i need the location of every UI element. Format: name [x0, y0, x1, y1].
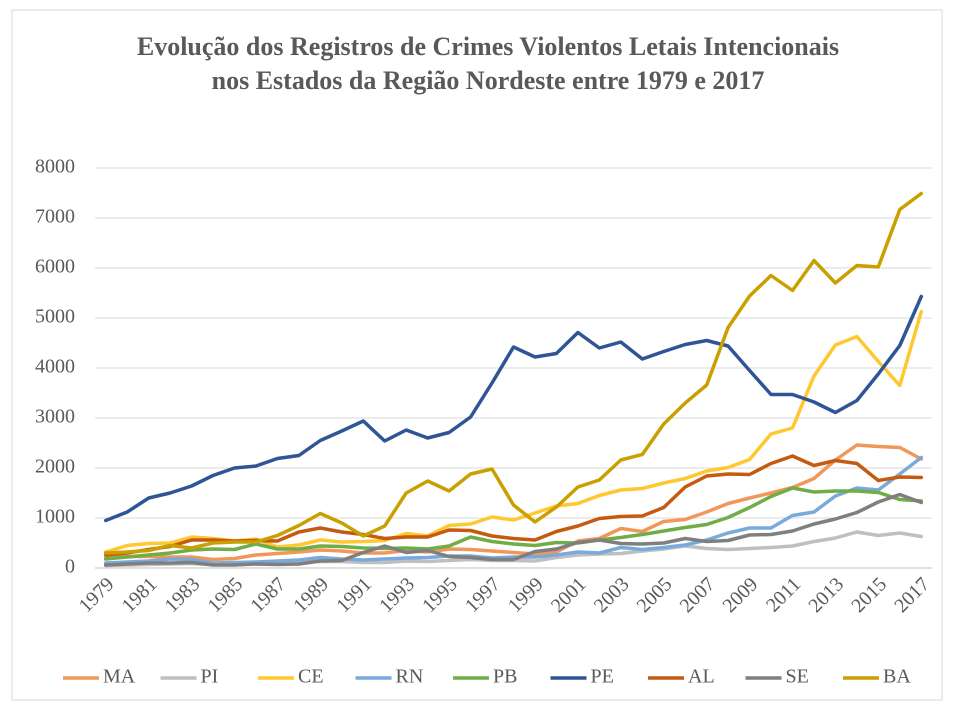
legend-label: BA: [883, 666, 911, 688]
series-line: [103, 191, 924, 555]
legend-label: AL: [688, 666, 715, 688]
legend-label: MA: [103, 666, 136, 688]
legend-label: PB: [493, 666, 517, 688]
chart-frame: [11, 9, 943, 701]
legend-label: SE: [786, 666, 809, 688]
series-line: [103, 455, 924, 565]
legend-label: RN: [396, 666, 424, 688]
legend-label: CE: [298, 666, 324, 688]
y-tick-label: 4000: [35, 356, 75, 378]
legend-label: PI: [201, 666, 219, 688]
legend-label: PE: [591, 666, 614, 688]
y-tick-label: 3000: [35, 406, 75, 428]
series-line: [103, 486, 924, 561]
y-tick-label: 5000: [35, 306, 75, 328]
chart-title: Evolução dos Registros de Crimes Violent…: [136, 32, 840, 95]
y-tick-label: 2000: [35, 456, 75, 478]
y-tick-label: 6000: [35, 256, 75, 278]
y-tick-label: 0: [65, 556, 75, 578]
series-line: [103, 294, 924, 523]
y-tick-label: 1000: [35, 506, 75, 528]
y-tick-label: 8000: [35, 156, 75, 178]
series-line: [103, 492, 924, 567]
y-tick-label: 7000: [35, 206, 75, 228]
